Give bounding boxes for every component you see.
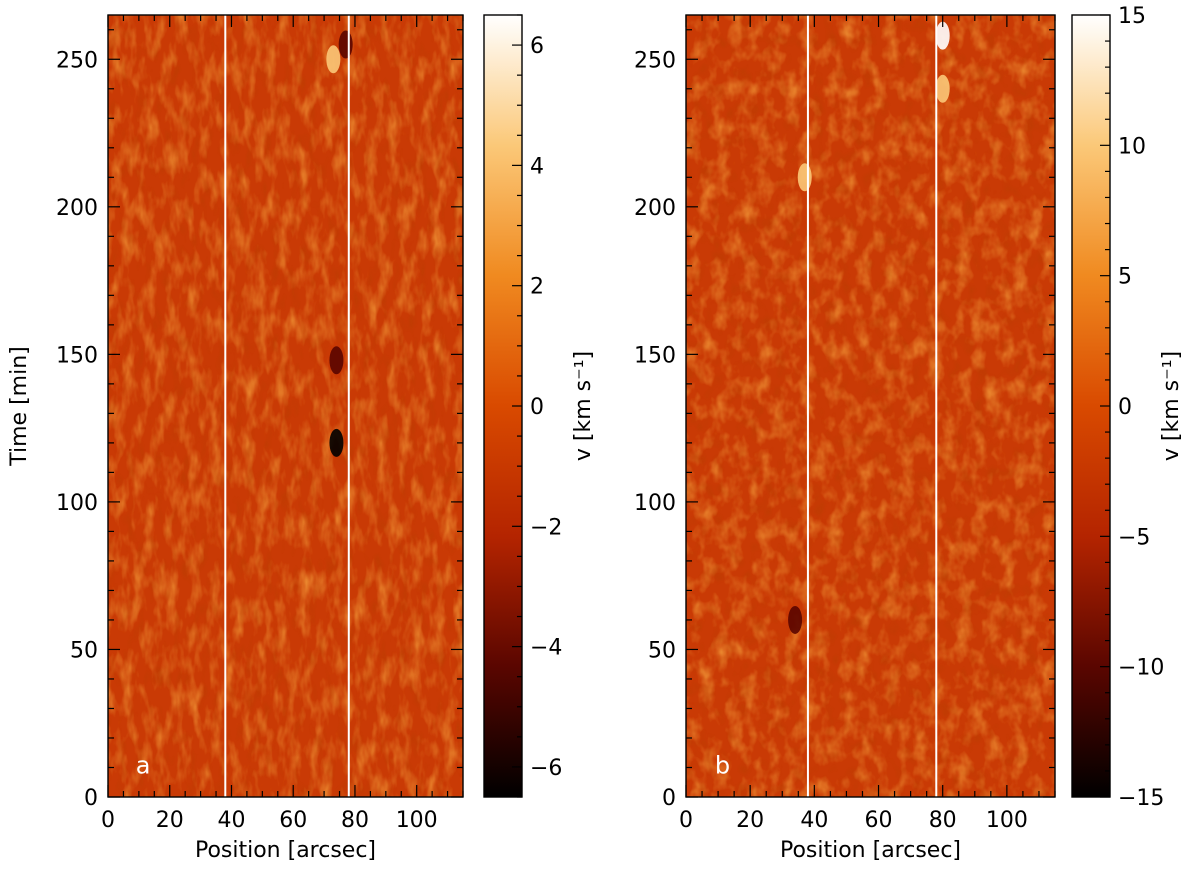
x-tick-label: 100 (396, 808, 438, 833)
y-tick-label: 50 (648, 638, 676, 663)
x-tick-label: 100 (986, 808, 1028, 833)
heatmap-b (686, 15, 1055, 797)
plot-frame (685, 14, 1056, 798)
x-tick-label: 20 (156, 808, 184, 833)
heatmap-dark-texture (108, 15, 463, 797)
vertical-lines-a (224, 15, 350, 797)
heatmap-feature-3 (326, 45, 341, 74)
colorbar-tick-label: 2 (530, 275, 544, 300)
axes-a: 0 20 40 60 80 100 0 50 100 150 200 250 (56, 14, 464, 833)
y-tick-label: 250 (634, 48, 676, 73)
colorbar-b: −15 −10 −5 0 5 10 15 (1071, 4, 1164, 811)
heatmap-feature-2 (797, 163, 812, 192)
heatmap-feature-1 (329, 346, 344, 375)
colorbar-tick-label: 0 (1118, 395, 1132, 420)
heatmap-feature-3 (788, 605, 803, 634)
y-tick-label: 0 (662, 786, 676, 811)
panel-label-a: a (136, 751, 151, 779)
vertical-lines-b (806, 15, 938, 797)
heatmap-feature-1 (935, 74, 950, 103)
y-tick-label: 100 (56, 491, 98, 516)
x-tick-label: 0 (679, 808, 693, 833)
colorbar-tick-label: −5 (1118, 525, 1150, 550)
colorbar-tick-label: −10 (1118, 656, 1164, 681)
y-tick-label: 150 (56, 343, 98, 368)
colorbar-tick-label: 0 (530, 395, 544, 420)
y-tick-label: 100 (634, 491, 676, 516)
colorbar-label-a: v [km s⁻¹] (571, 351, 596, 461)
y-tick-label: 0 (84, 786, 98, 811)
colorbar-tick-label: −15 (1118, 786, 1164, 811)
colorbar-tick-label: 10 (1118, 134, 1146, 159)
y-tick-label: 150 (634, 343, 676, 368)
axes-b: 0 20 40 60 80 100 0 50 100 150 200 250 (634, 14, 1056, 833)
y-tick-label: 250 (56, 48, 98, 73)
colorbar-tick-label: 5 (1118, 265, 1132, 290)
colorbar-a: −6 −4 −2 0 2 4 6 (483, 14, 562, 798)
y-tick-label: 200 (634, 196, 676, 221)
colorbar-tick-label: −4 (530, 636, 562, 661)
y-axis-label-a: Time [min] (7, 346, 32, 467)
y-tick-label: 200 (56, 196, 98, 221)
colorbar-tick-label: 15 (1118, 4, 1146, 29)
x-axis-label-b: Position [arcsec] (780, 838, 961, 863)
x-tick-label: 0 (101, 808, 115, 833)
x-tick-label: 80 (929, 808, 957, 833)
x-tick-label: 40 (217, 808, 245, 833)
panel-label-b: b (715, 751, 730, 779)
x-tick-label: 80 (341, 808, 369, 833)
x-tick-label: 60 (279, 808, 307, 833)
x-tick-label: 40 (800, 808, 828, 833)
plot-frame (107, 14, 464, 798)
heatmap-dark-texture (686, 15, 1055, 797)
y-tick-label: 50 (70, 638, 98, 663)
colorbar-tick-label: 4 (530, 154, 544, 179)
colorbar-tick-label: −6 (530, 756, 562, 781)
heatmap-a (108, 15, 463, 797)
x-axis-label-a: Position [arcsec] (195, 838, 376, 863)
heatmap-feature-0 (935, 21, 950, 50)
colorbar-label-b: v [km s⁻¹] (1159, 351, 1184, 461)
x-tick-label: 20 (736, 808, 764, 833)
heatmap-feature-0 (329, 428, 344, 457)
x-tick-label: 60 (865, 808, 893, 833)
heatmap-feature-2 (338, 30, 353, 59)
colorbar-tick-label: 6 (530, 34, 544, 59)
colorbar-tick-label: −2 (530, 515, 562, 540)
